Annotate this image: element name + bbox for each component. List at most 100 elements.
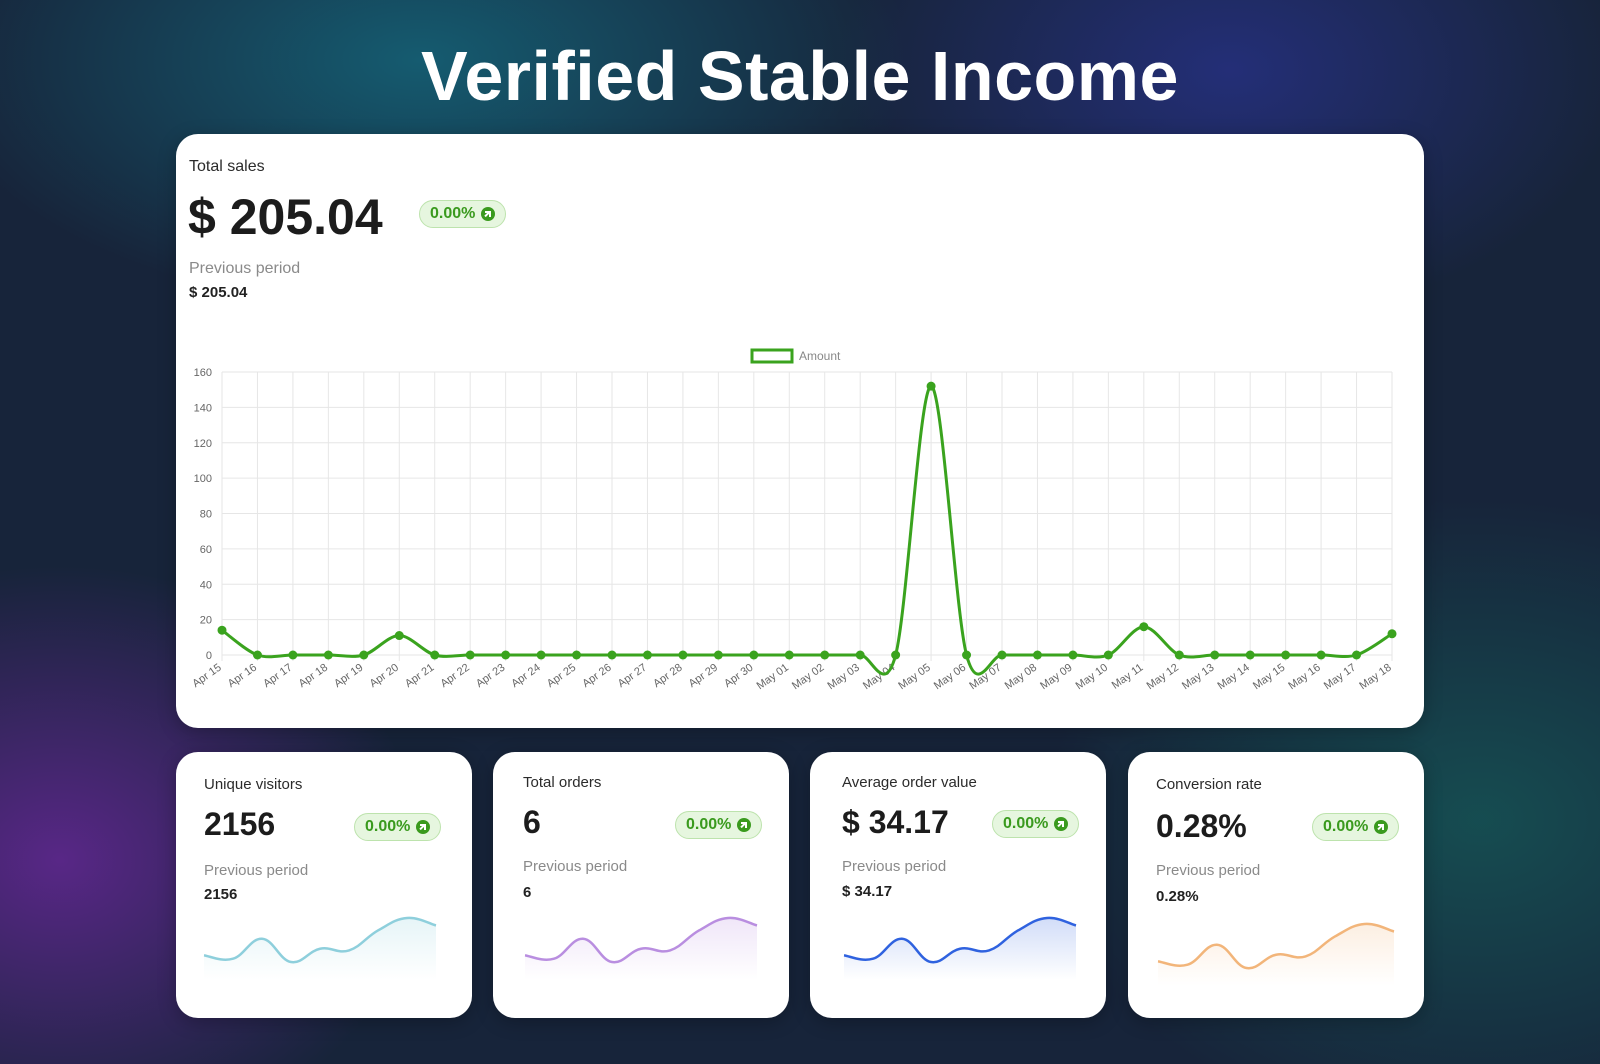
x-tick-label: May 09 <box>1038 662 1074 693</box>
data-point <box>465 650 475 660</box>
metric-value: $ 34.17 <box>842 804 949 840</box>
sparkline-line <box>1157 922 1395 970</box>
metric-previous-label: Previous period <box>204 862 309 879</box>
metric-value: 0.28% <box>1156 808 1247 844</box>
x-tick-label: May 13 <box>1180 662 1216 693</box>
metric-change-badge: 0.00% <box>354 813 442 841</box>
y-tick-label: 160 <box>194 367 212 379</box>
total-sales-card: Total sales $ 205.04 0.00% Previous peri… <box>176 134 1424 728</box>
metric-change-value: 0.00% <box>1323 818 1369 835</box>
data-point <box>749 650 759 660</box>
x-tick-label: May 16 <box>1286 662 1322 693</box>
x-tick-label: Apr 22 <box>438 662 471 690</box>
metric-previous-label: Previous period <box>523 858 628 875</box>
y-tick-label: 60 <box>200 544 212 556</box>
orders-sparkline <box>524 916 758 980</box>
metric-card-average-order-value: Average order value $ 34.17 0.00% Previo… <box>810 752 1106 1018</box>
metric-card-conversion-rate: Conversion rate 0.28% 0.00% Previous per… <box>1128 752 1424 1018</box>
page-title: Verified Stable Income <box>421 37 1179 115</box>
metric-previous-value: 2156 <box>204 886 238 903</box>
metric-previous-value: 6 <box>523 884 532 901</box>
total-sales-label: Total sales <box>189 158 265 175</box>
y-tick-label: 40 <box>200 579 212 591</box>
data-point <box>926 381 936 391</box>
x-tick-label: May 02 <box>790 662 826 693</box>
x-tick-label: Apr 16 <box>226 662 259 690</box>
data-point <box>1103 650 1113 660</box>
data-point <box>572 650 582 660</box>
y-tick-label: 0 <box>206 650 212 662</box>
metric-label: Total orders <box>523 774 602 791</box>
legend-label: Amount <box>799 349 841 363</box>
y-tick-label: 100 <box>194 473 212 485</box>
arrow-up-right-icon <box>737 818 752 832</box>
arrow-up-right-icon <box>1374 820 1389 834</box>
x-tick-label: Apr 30 <box>722 662 755 690</box>
x-tick-label: Apr 24 <box>509 662 542 690</box>
y-tick-label: 120 <box>194 438 212 450</box>
y-tick-label: 20 <box>200 615 212 627</box>
conversion-sparkline <box>1157 922 1395 986</box>
metric-change-value: 0.00% <box>1003 815 1049 832</box>
data-point <box>678 650 688 660</box>
total-sales-change-value: 0.00% <box>430 205 476 222</box>
y-tick-label: 80 <box>200 509 212 521</box>
x-tick-label: Apr 25 <box>545 662 578 690</box>
data-point <box>501 650 511 660</box>
visitors-sparkline <box>203 916 437 980</box>
x-tick-label: May 12 <box>1145 662 1181 693</box>
metric-card-unique-visitors: Unique visitors 2156 0.00% Previous peri… <box>176 752 472 1018</box>
data-point <box>1139 622 1149 632</box>
x-tick-label: Apr 19 <box>332 662 365 690</box>
arrow-up-right-icon <box>416 820 431 834</box>
arrow-up-right-icon <box>481 207 496 221</box>
x-tick-label: Apr 15 <box>190 662 223 690</box>
x-tick-label: May 11 <box>1110 662 1146 692</box>
metric-change-badge: 0.00% <box>675 811 763 839</box>
x-tick-label: May 07 <box>967 662 1003 693</box>
data-point <box>713 650 723 660</box>
data-point <box>820 650 830 660</box>
metric-value: 6 <box>523 804 541 840</box>
x-tick-label: May 14 <box>1215 662 1251 693</box>
x-tick-label: May 08 <box>1003 662 1039 693</box>
metric-change-badge: 0.00% <box>992 810 1080 838</box>
data-point <box>607 650 617 660</box>
x-tick-label: Apr 18 <box>297 662 330 690</box>
metric-previous-label: Previous period <box>1156 862 1261 879</box>
data-point <box>252 650 262 660</box>
aov-sparkline <box>843 916 1077 980</box>
x-tick-label: Apr 27 <box>616 662 649 690</box>
data-point <box>430 650 440 660</box>
metric-change-badge: 0.00% <box>1312 813 1400 841</box>
data-point <box>642 650 652 660</box>
data-point <box>323 650 333 660</box>
x-tick-label: May 05 <box>896 662 932 693</box>
total-sales-previous-label: Previous period <box>189 260 301 277</box>
y-tick-label: 140 <box>194 402 212 414</box>
x-tick-label: May 06 <box>932 662 968 693</box>
data-point <box>855 650 865 660</box>
data-point <box>536 650 546 660</box>
metric-label: Unique visitors <box>204 776 303 793</box>
chart-legend: Amount <box>750 348 841 364</box>
data-point <box>1352 650 1362 660</box>
metric-value: 2156 <box>204 806 276 842</box>
data-point <box>784 650 794 660</box>
total-sales-change-badge: 0.00% <box>419 200 507 228</box>
x-tick-label: May 17 <box>1322 662 1358 693</box>
data-point <box>394 631 404 641</box>
data-point <box>1387 629 1397 639</box>
x-tick-label: May 18 <box>1357 662 1393 693</box>
data-point <box>1032 650 1042 660</box>
data-point <box>891 650 901 660</box>
x-tick-label: May 01 <box>755 662 791 693</box>
data-point <box>359 650 369 660</box>
x-tick-label: May 15 <box>1251 662 1287 693</box>
data-point <box>962 650 972 660</box>
series-line-amount <box>221 384 1393 676</box>
x-tick-label: Apr 17 <box>261 662 294 690</box>
data-point <box>217 625 227 635</box>
metric-change-value: 0.00% <box>686 816 732 833</box>
data-point <box>1245 650 1255 660</box>
